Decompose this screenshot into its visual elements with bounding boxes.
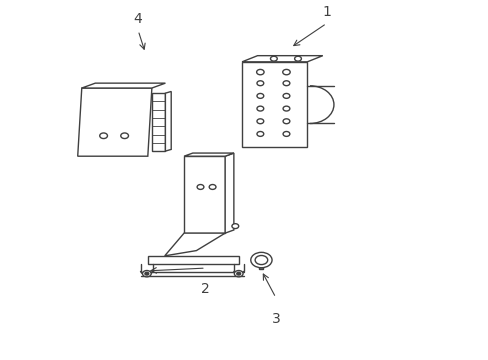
Circle shape [257,131,263,136]
Circle shape [144,272,148,275]
Polygon shape [78,88,152,156]
Circle shape [250,252,271,268]
Circle shape [256,69,264,75]
Circle shape [209,185,216,189]
Circle shape [257,81,263,86]
Circle shape [283,106,289,111]
Text: 4: 4 [134,12,142,26]
Polygon shape [183,153,233,156]
Circle shape [197,185,203,189]
Polygon shape [165,91,171,151]
Text: 1: 1 [322,5,330,19]
Circle shape [283,119,289,124]
Circle shape [270,56,277,61]
Circle shape [142,270,151,277]
Circle shape [236,272,240,275]
Polygon shape [224,153,233,233]
Circle shape [257,94,263,98]
Circle shape [294,56,301,61]
Circle shape [255,256,267,265]
Text: 3: 3 [271,312,280,326]
Circle shape [257,106,263,111]
Circle shape [257,119,263,124]
Circle shape [282,69,289,75]
Circle shape [283,81,289,86]
Circle shape [234,270,243,277]
Text: 2: 2 [201,282,210,296]
Polygon shape [81,83,165,88]
Polygon shape [164,233,224,256]
Circle shape [283,94,289,98]
Polygon shape [147,256,238,264]
Circle shape [231,224,238,229]
Bar [259,262,263,269]
Circle shape [283,131,289,136]
Circle shape [121,133,128,139]
Polygon shape [152,93,165,151]
Polygon shape [242,56,322,62]
Circle shape [100,133,107,139]
Polygon shape [183,156,224,233]
Polygon shape [242,62,307,148]
